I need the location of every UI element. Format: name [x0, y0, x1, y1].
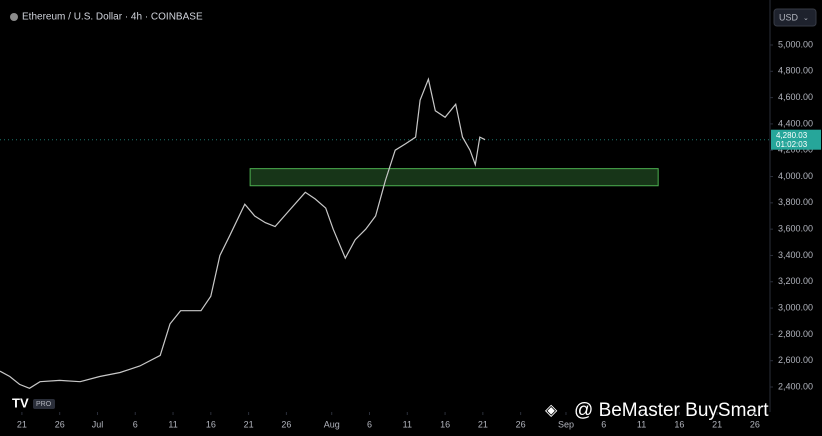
- currency-label: USD: [779, 12, 799, 22]
- x-tick-label: 21: [712, 419, 722, 429]
- x-tick-label: Sep: [558, 419, 574, 429]
- watermark-icon: ◈: [545, 402, 558, 419]
- logo: TV: [12, 395, 29, 410]
- support-zone: [249, 168, 659, 187]
- y-tick-label: 2,400.00: [778, 381, 813, 391]
- x-tick-label: 6: [133, 419, 138, 429]
- x-tick-label: 16: [440, 419, 450, 429]
- last-price-label: 4,280.03: [776, 131, 808, 140]
- x-tick-label: 21: [478, 419, 488, 429]
- x-tick-label: 26: [516, 419, 526, 429]
- x-tick-label: Aug: [324, 419, 340, 429]
- y-tick-label: 4,000.00: [778, 171, 813, 181]
- price-line: [0, 77, 486, 389]
- y-tick-label: 4,800.00: [778, 66, 813, 76]
- last-price-tag: [771, 129, 821, 150]
- y-tick-label: 3,600.00: [778, 224, 813, 234]
- x-tick-label: 11: [168, 419, 177, 429]
- logo-badge-bg: [33, 399, 55, 409]
- x-tick-label: 26: [281, 419, 291, 429]
- chart-title: Ethereum / U.S. Dollar · 4h · COINBASE: [22, 12, 203, 23]
- dropdown-arrow: ⌄: [803, 15, 809, 22]
- x-tick-label: 21: [244, 419, 254, 429]
- x-tick-label: 6: [367, 419, 372, 429]
- y-tick-label: 3,200.00: [778, 276, 813, 286]
- y-tick-label: 5,000.00: [778, 39, 813, 49]
- x-tick-label: 26: [750, 419, 760, 429]
- x-tick-label: 16: [206, 419, 216, 429]
- x-tick-label: 16: [674, 419, 684, 429]
- y-tick-label: 3,400.00: [778, 250, 813, 260]
- x-tick-label: 11: [637, 419, 646, 429]
- x-tick-label: Jul: [92, 419, 104, 429]
- y-tick-label: 3,000.00: [778, 302, 813, 312]
- logo-badge: PRO: [36, 401, 52, 408]
- y-tick-label: 3,800.00: [778, 197, 813, 207]
- y-tick-label: 2,600.00: [778, 355, 813, 365]
- countdown-label: 01:02:03: [776, 140, 808, 149]
- y-tick-label: 4,400.00: [778, 118, 813, 128]
- y-tick-label: 2,800.00: [778, 329, 813, 339]
- symbol-icon: [10, 13, 18, 21]
- x-tick-label: 6: [601, 419, 606, 429]
- x-tick-label: 21: [17, 419, 27, 429]
- watermark: @ BeMaster BuySmart: [574, 400, 769, 421]
- x-tick-label: 26: [55, 419, 65, 429]
- currency-button[interactable]: [773, 8, 817, 27]
- y-tick-label: 4,600.00: [778, 92, 813, 102]
- x-tick-label: 11: [403, 419, 412, 429]
